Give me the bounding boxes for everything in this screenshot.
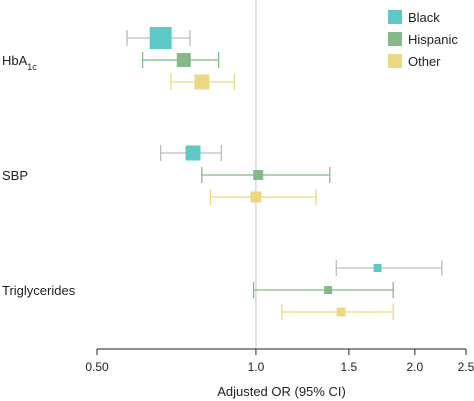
point-estimate-black-1	[185, 145, 201, 161]
point-estimate-other-0	[194, 74, 210, 90]
legend-item-other: Other	[388, 50, 458, 72]
point-estimate-black-0	[149, 27, 172, 49]
point-estimate-hispanic-1	[253, 170, 264, 180]
legend-swatch-black	[388, 10, 402, 24]
group-label-1: SBP	[2, 168, 28, 183]
legend-label-hispanic: Hispanic	[408, 31, 458, 47]
legend-label-other: Other	[408, 53, 441, 69]
point-estimate-hispanic-0	[176, 53, 191, 67]
legend-item-hispanic: Hispanic	[388, 28, 458, 50]
x-tick-label-1: 1.0	[248, 360, 265, 374]
legend: Black Hispanic Other	[388, 6, 458, 72]
group-label-0: HbA1c	[2, 53, 37, 72]
point-estimate-black-2	[373, 264, 382, 272]
x-tick-label-0: 0.50	[85, 360, 109, 374]
x-tick-label-2: 1.5	[341, 360, 358, 374]
legend-swatch-hispanic	[388, 32, 402, 46]
x-tick-label-3: 2.0	[406, 360, 423, 374]
legend-swatch-other	[388, 54, 402, 68]
x-tick-label-4: 2.5	[458, 360, 474, 374]
point-estimate-other-1	[250, 191, 262, 203]
point-estimate-other-2	[336, 307, 346, 317]
legend-label-black: Black	[408, 9, 440, 25]
x-axis-label: Adjusted OR (95% CI)	[217, 384, 346, 399]
point-estimate-hispanic-2	[324, 286, 333, 294]
group-label-2: Triglycerides	[2, 283, 76, 298]
legend-item-black: Black	[388, 6, 458, 28]
